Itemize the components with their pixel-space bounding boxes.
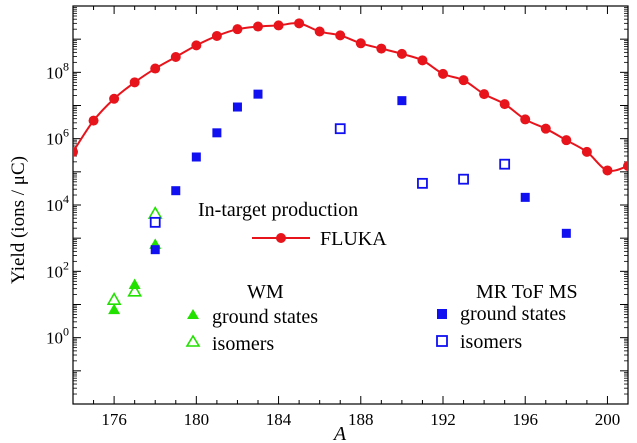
- legend-mr-isomers-marker: [436, 335, 448, 347]
- fluka-point: [479, 89, 490, 100]
- y-tick-label: 106: [46, 126, 69, 149]
- fluka-line: [73, 22, 628, 172]
- fluka-point: [417, 55, 428, 66]
- x-tick-label: 176: [101, 410, 127, 429]
- x-tick-label: 184: [266, 410, 292, 429]
- fluka-point: [355, 38, 366, 49]
- legend-mr-isomers-label: isomers: [460, 331, 522, 353]
- x-tick-label: 188: [348, 410, 374, 429]
- x-tick-label: 196: [512, 410, 538, 429]
- y-tick-label: 104: [46, 192, 69, 215]
- fluka-point: [499, 99, 510, 110]
- legend-fluka-marker: [276, 233, 286, 243]
- fluka-point: [109, 93, 120, 104]
- legend-wm-isomers-marker: [185, 334, 201, 347]
- fluka-point: [294, 18, 305, 29]
- mr-ground-point: [253, 89, 263, 99]
- series-layer: [73, 18, 628, 315]
- legend-mr-ground-label: ground states: [460, 303, 566, 325]
- y-tick-label: 108: [46, 59, 69, 82]
- wm-ground-point: [108, 303, 121, 315]
- mr-ground-point: [561, 228, 571, 238]
- legend-fluka-label: FLUKA: [320, 228, 387, 250]
- wm-isomer-point: [147, 205, 163, 219]
- fluka-point: [458, 75, 469, 86]
- y-tick-label: 102: [46, 258, 69, 281]
- fluka-point: [150, 63, 161, 74]
- x-tick-label: 200: [595, 410, 621, 429]
- fluka-point: [129, 77, 140, 88]
- mr-isomer-point: [499, 158, 511, 170]
- mr-isomer-point: [334, 123, 346, 135]
- wm-isomer-point: [127, 283, 143, 297]
- x-tick-label: 180: [184, 410, 210, 429]
- y-axis-label: Yield (ions / μC): [8, 156, 29, 284]
- mr-ground-point: [520, 192, 530, 202]
- series-group: [73, 18, 628, 315]
- fluka-point: [170, 51, 181, 62]
- mr-ground-point: [232, 102, 242, 112]
- fluka-point: [438, 68, 448, 79]
- legend-mr-ground-marker: [437, 309, 447, 319]
- fluka-point: [396, 48, 407, 59]
- mr-ground-point: [212, 128, 222, 138]
- mr-isomer-point: [458, 173, 469, 185]
- fluka-point: [581, 146, 592, 157]
- legend-wm-title: WM: [247, 281, 284, 303]
- legend-intarget-title: In-target production: [198, 199, 358, 221]
- y-tick-label: 100: [46, 325, 69, 348]
- fluka-point: [376, 43, 387, 54]
- fluka-point: [211, 30, 222, 41]
- fluka-point: [314, 26, 325, 37]
- mr-ground-point: [397, 96, 407, 106]
- mr-isomer-point: [417, 177, 428, 189]
- fluka-point: [623, 160, 628, 171]
- mr-ground-point: [191, 152, 201, 162]
- fluka-point: [232, 24, 243, 35]
- axis-ticks: 176 180 184 188 192 196 200 100 102 104 106 108: [46, 5, 629, 429]
- fluka-point: [191, 40, 202, 51]
- fluka-point: [561, 135, 572, 146]
- mr-ground-point: [171, 186, 181, 196]
- legend: In-target production FLUKA WM ground sta…: [185, 199, 578, 355]
- legend-mr-title: MR ToF MS: [476, 281, 578, 303]
- fluka-point: [335, 30, 346, 41]
- x-axis-label: A: [332, 423, 347, 443]
- fluka-point: [253, 21, 263, 32]
- fluka-point: [520, 114, 531, 125]
- fluka-point: [88, 115, 99, 126]
- legend-wm-ground-marker: [187, 309, 199, 319]
- legend-wm-ground-label: ground states: [212, 306, 318, 328]
- fluka-point: [73, 146, 78, 157]
- legend-wm-isomers-label: isomers: [212, 333, 274, 355]
- fluka-point: [540, 123, 551, 134]
- wm-isomer-point: [106, 292, 122, 305]
- mr-ground-point: [150, 245, 160, 255]
- x-tick-label: 192: [430, 410, 456, 429]
- fluka-point: [602, 165, 613, 176]
- mr-isomer-point: [149, 216, 161, 228]
- fluka-point: [273, 20, 284, 31]
